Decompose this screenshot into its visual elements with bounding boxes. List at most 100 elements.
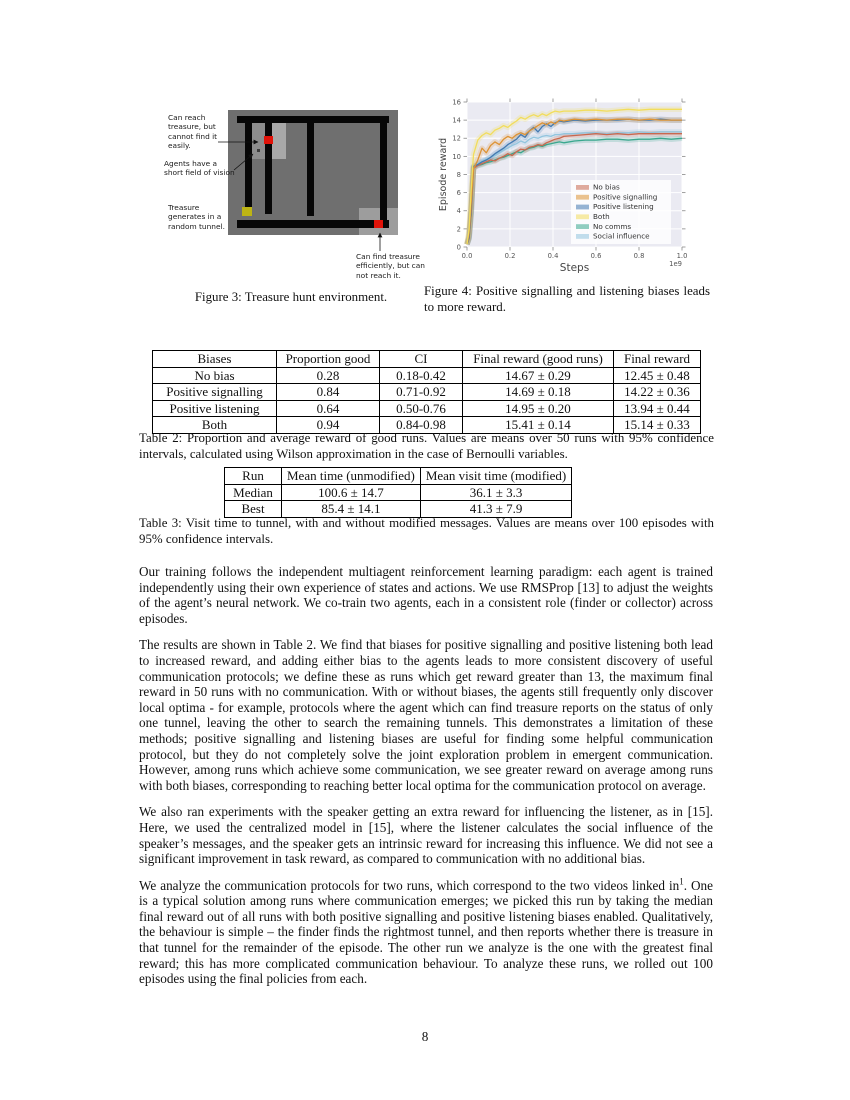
column-header: Biases [152, 350, 277, 368]
agent-square-yellow [242, 207, 252, 216]
table-cell: 0.64 [276, 399, 380, 417]
wall-bottom [237, 220, 389, 228]
table-cell: 13.94 ± 0.44 [613, 399, 701, 417]
paragraph-4-pre: We analyze the communication protocols f… [139, 877, 680, 893]
figure4-caption: Figure 4: Positive signalling and listen… [424, 284, 710, 314]
tunnel-wall-2 [265, 123, 272, 214]
column-header: Mean time (unmodified) [281, 467, 421, 485]
legend-swatch-positive-listening [576, 204, 589, 210]
tunnel-wall-4 [380, 123, 387, 220]
table-cell: 0.28 [276, 366, 380, 384]
legend-swatch-no-comms [576, 224, 589, 229]
column-header: Final reward [613, 350, 701, 368]
xtick-label: 0.6 [591, 252, 602, 260]
ytick-label: 4 [457, 207, 461, 215]
table-cell: 100.6 ± 14.7 [281, 483, 421, 501]
treasure-square-top [264, 136, 273, 144]
column-header: CI [379, 350, 463, 368]
chart-legend [571, 180, 671, 244]
table-row: Best 85.4 ± 14.1 41.3 ± 7.9 [224, 500, 573, 518]
line-no-comms [466, 137, 683, 245]
table-row: Positive listening 0.64 0.50-0.76 14.95 ± 0… [152, 399, 701, 417]
legend-swatch-both [576, 214, 589, 220]
table2-results: Biases Proportion good CI Final reward (goo… [152, 350, 701, 434]
legend-swatch-no-bias [576, 185, 589, 190]
column-header: Run [224, 467, 282, 485]
table-cell: No bias [152, 366, 277, 384]
paragraph-social-influence: We also ran experiments with the speaker… [139, 804, 713, 867]
legend-swatch-positive-signalling [576, 194, 589, 200]
table-row: No bias 0.28 0.18-0.42 14.67 ± 0.29 12.45 ± … [152, 366, 701, 384]
body-text: Our training follows the independent mul… [139, 564, 713, 998]
env-label-can-reach: Can reach treasure, but cannot find it e… [168, 113, 218, 151]
table-cell: 14.69 ± 0.18 [462, 383, 614, 401]
table-cell: 14.67 ± 0.29 [462, 366, 614, 384]
legend-swatch-social-influence [576, 234, 589, 239]
table-row: Positive signalling 0.84 0.71-0.92 14.69 ± … [152, 383, 701, 401]
legend-label-positive-signalling: Positive signalling [593, 192, 657, 201]
x-axis-label: Steps [560, 262, 589, 274]
legend-label-social-influence: Social influence [593, 232, 650, 241]
table-cell: 14.95 ± 0.20 [462, 399, 614, 417]
table-cell: 0.50-0.76 [379, 399, 463, 417]
line-no-bias [466, 133, 682, 245]
ytick-label: 0 [457, 243, 461, 251]
table-cell: Best [224, 500, 282, 518]
paragraph-4-post: . One is a typical solution among runs w… [139, 877, 713, 987]
xtick-label: 0.0 [462, 252, 473, 260]
table-cell: 36.1 ± 3.3 [419, 483, 573, 501]
field-of-vision-patch-bright [272, 122, 286, 159]
field-of-vision-patch-dim [252, 122, 265, 159]
table-cell: 85.4 ± 14.1 [281, 500, 421, 518]
tunnel-wall-1 [245, 123, 252, 207]
xtick-label: 0.2 [505, 252, 516, 260]
agent-dot [257, 149, 260, 152]
wall-top [237, 116, 389, 123]
column-header: Final reward (good runs) [462, 350, 614, 368]
env-label-can-find: Can find treasure efficiently, but can n… [356, 252, 425, 280]
table-cell: 0.71-0.92 [379, 383, 463, 401]
x-offset-label: 1e9 [669, 260, 682, 268]
table-cell: Median [224, 483, 282, 501]
table-cell: Positive listening [152, 399, 277, 417]
table-cell: 41.3 ± 7.9 [419, 500, 573, 518]
xtick-label: 0.4 [548, 252, 559, 260]
table-row: Median 100.6 ± 14.7 36.1 ± 3.3 [224, 483, 573, 501]
table-cell: Both [152, 416, 277, 434]
table-cell: 0.84 [276, 383, 380, 401]
table3-caption: Table 3: Visit time to tunnel, with and … [139, 516, 714, 546]
table-cell: Positive signalling [152, 383, 277, 401]
table-cell: 14.22 ± 0.36 [613, 383, 701, 401]
ytick-label: 8 [457, 171, 461, 179]
xtick-label: 1.0 [677, 252, 688, 260]
table-cell: 15.14 ± 0.33 [613, 416, 701, 434]
table-cell: 15.41 ± 0.14 [462, 416, 614, 434]
table2-caption: Table 2: Proportion and average reward o… [139, 431, 714, 461]
legend-label-positive-listening: Positive listening [593, 202, 654, 211]
ytick-label: 16 [452, 98, 461, 106]
line-positive-listening [466, 118, 682, 245]
legend-label-no-comms: No comms [593, 222, 631, 231]
column-header: Mean visit time (modified) [419, 467, 573, 485]
tunnel-wall-3 [307, 123, 314, 216]
table-cell: 0.94 [276, 416, 380, 434]
treasure-square-bottom [374, 220, 383, 228]
ytick-label: 12 [452, 135, 461, 143]
ytick-label: 6 [457, 189, 461, 197]
env-label-treasure-generates: Treasure generates in a random tunnel. [168, 203, 225, 231]
table-cell: 12.45 ± 0.48 [613, 366, 701, 384]
env-label-field-of-vision: Agents have a short field of vision [164, 159, 235, 178]
line-social-influence [466, 131, 682, 245]
treasure-hunt-environment [228, 110, 398, 235]
column-header: Proportion good [276, 350, 380, 368]
page-number: 8 [421, 1029, 429, 1044]
ytick-label: 14 [452, 117, 461, 125]
paragraph-protocol-analysis: We analyze the communication protocols f… [139, 877, 713, 987]
table-cell: 0.18-0.42 [379, 366, 463, 384]
paragraph-training: Our training follows the independent mul… [139, 564, 713, 626]
legend-label-both: Both [593, 212, 610, 221]
ytick-label: 10 [452, 153, 461, 161]
ytick-label: 2 [457, 225, 461, 233]
